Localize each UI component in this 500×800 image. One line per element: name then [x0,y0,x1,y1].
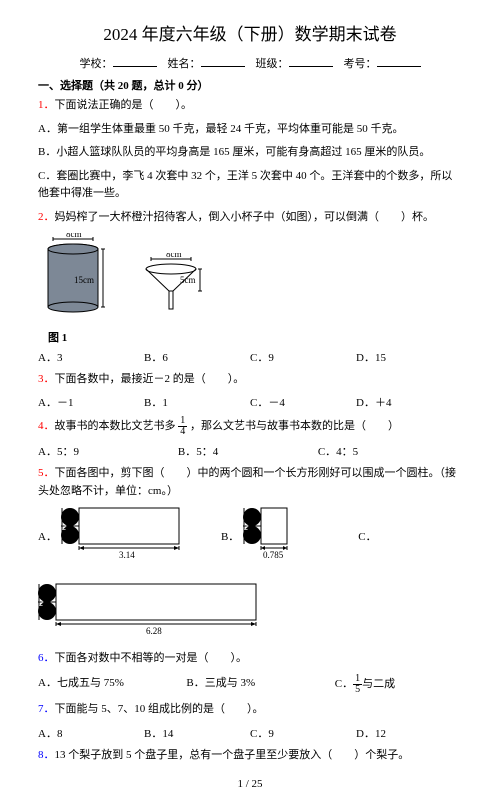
q4-optC: C．4：5 [318,443,458,459]
svg-text:2: 2 [39,599,43,608]
q5-optA-label: A． [38,528,57,544]
cup-icon: 8cm 15cm [38,233,116,323]
q1-text: 下面说法正确的是（ ）。 [55,99,193,111]
q6-optA: A．七成五与 75% [38,674,186,695]
examno-blank [377,55,421,67]
q3-optC: C．－4 [250,394,356,410]
q1-optA: A．第一组学生体重最重 50 千克，最轻 24 千克，平均体重可能是 50 千克… [38,121,462,139]
q1-optC: C．套圈比赛中，李飞 4 次套中 32 个，王洋 5 次套中 40 个。王洋套中… [38,168,462,203]
svg-text:0.785: 0.785 [263,550,284,560]
q4-optB: B．5：4 [178,443,318,459]
q7-num: 7． [38,703,55,715]
q4-num: 4． [38,420,55,432]
q6-num: 6． [38,652,55,664]
q2-figure: 8cm 15cm 8cm 5cm [38,233,462,323]
q6: 6．下面各对数中不相等的一对是（ ）。 [38,650,462,668]
q8-text: 13 个梨子放到 5 个盘子里，总有一个盘子里至少要放入（ ）个梨子。 [55,749,410,761]
class-label: 班级： [256,58,289,70]
q7-optA: A．8 [38,725,144,741]
svg-text:5cm: 5cm [180,275,196,285]
q7-text: 下面能与 5、7、10 组成比例的是（ ）。 [55,703,264,715]
q2-optD: D．15 [356,349,462,365]
q5-figB-icon: 2 0.785 [243,506,328,566]
svg-text:2: 2 [62,523,66,532]
q1: 1．下面说法正确的是（ ）。 [38,97,462,115]
page-title: 2024 年度六年级（下册）数学期末试卷 [38,20,462,45]
page-number: 1 / 25 [38,778,462,790]
q2-num: 2． [38,211,55,223]
section1-head: 一、选择题（共 20 题，总计 0 分） [38,77,462,93]
svg-text:6.28: 6.28 [146,626,162,636]
q5-num: 5． [38,467,55,479]
q4: 4．故事书的本数比文艺书多 14 ，那么文艺书与故事书本数的比是（ ） [38,416,462,437]
q5-optB-label: B． [221,528,239,544]
q5-figA: A． 2 3.14 [38,506,191,566]
q4-text-a: 故事书的本数比文艺书多 [55,420,176,432]
q3-optB: B．1 [144,394,250,410]
svg-text:15cm: 15cm [74,275,94,285]
school-label: 学校： [80,58,113,70]
q6-optB: B．三成与 3% [186,674,334,695]
name-label: 姓名： [168,58,201,70]
q3: 3．下面各数中，最接近－2 的是（ ）。 [38,371,462,389]
examno-label: 考号： [344,58,377,70]
q5: 5．下面各图中，剪下图（ ）中的两个圆和一个长方形刚好可以围成一个圆柱。（接头处… [38,465,462,500]
q2: 2．妈妈榨了一大杯橙汁招待客人，倒入小杯子中（如图），可以倒满（ ）杯。 [38,209,462,227]
info-line: 学校： 姓名： 班级： 考号： [38,55,462,71]
q6-options: A．七成五与 75% B．三成与 3% C．15与二成 [38,674,462,695]
class-blank [289,55,333,67]
q5-optC-label-row: C． [358,506,376,566]
q3-optD: D．＋4 [356,394,462,410]
q4-frac: 14 [178,416,187,437]
q8: 8．13 个梨子放到 5 个盘子里，总有一个盘子里至少要放入（ ）个梨子。 [38,747,462,765]
q2-options: A．3 B．6 C．9 D．15 [38,349,462,365]
q5-text: 下面各图中，剪下图（ ）中的两个圆和一个长方形刚好可以围成一个圆柱。（接头处忽略… [38,467,456,497]
q1-optB: B．小超人篮球队队员的平均身高是 165 厘米，可能有身高超过 165 厘米的队… [38,144,462,162]
q3-options: A．－1 B．1 C．－4 D．＋4 [38,394,462,410]
q8-num: 8． [38,749,55,761]
q4-options: A．5：9 B．5：4 C．4：5 [38,443,462,459]
q2-optC: C．9 [250,349,356,365]
cone-icon: 8cm 5cm [136,253,214,323]
svg-text:8cm: 8cm [66,233,82,239]
svg-text:3.14: 3.14 [119,550,135,560]
q2-fig-label: 图 1 [48,329,462,345]
q7-options: A．8 B．14 C．9 D．12 [38,725,462,741]
q6-optC: C．15与二成 [335,674,462,695]
q2-optB: B．6 [144,349,250,365]
svg-text:2: 2 [244,523,248,532]
q7-optB: B．14 [144,725,250,741]
q5-optC-label: C． [358,528,376,544]
q7-optC: C．9 [250,725,356,741]
name-blank [201,55,245,67]
q3-num: 3． [38,373,55,385]
school-blank [113,55,157,67]
q3-optA: A．－1 [38,394,144,410]
q4-text-b: ，那么文艺书与故事书本数的比是（ ） [190,420,399,432]
q3-text: 下面各数中，最接近－2 的是（ ）。 [55,373,245,385]
q4-optA: A．5：9 [38,443,178,459]
q1-num: 1． [38,99,55,111]
q5-figC-icon: 2 6.28 [38,582,268,642]
q5-figures: A． 2 3.14 B． [38,506,462,574]
q7-optD: D．12 [356,725,462,741]
q5-figC: 2 6.28 [38,582,462,642]
q2-optA: A．3 [38,349,144,365]
q5-figB: B． 2 0.785 [221,506,328,566]
svg-text:8cm: 8cm [166,253,182,259]
q5-figA-icon: 2 3.14 [61,506,191,566]
q7: 7．下面能与 5、7、10 组成比例的是（ ）。 [38,701,462,719]
q2-text: 妈妈榨了一大杯橙汁招待客人，倒入小杯子中（如图），可以倒满（ ）杯。 [55,211,435,223]
q6-text: 下面各对数中不相等的一对是（ ）。 [55,652,248,664]
